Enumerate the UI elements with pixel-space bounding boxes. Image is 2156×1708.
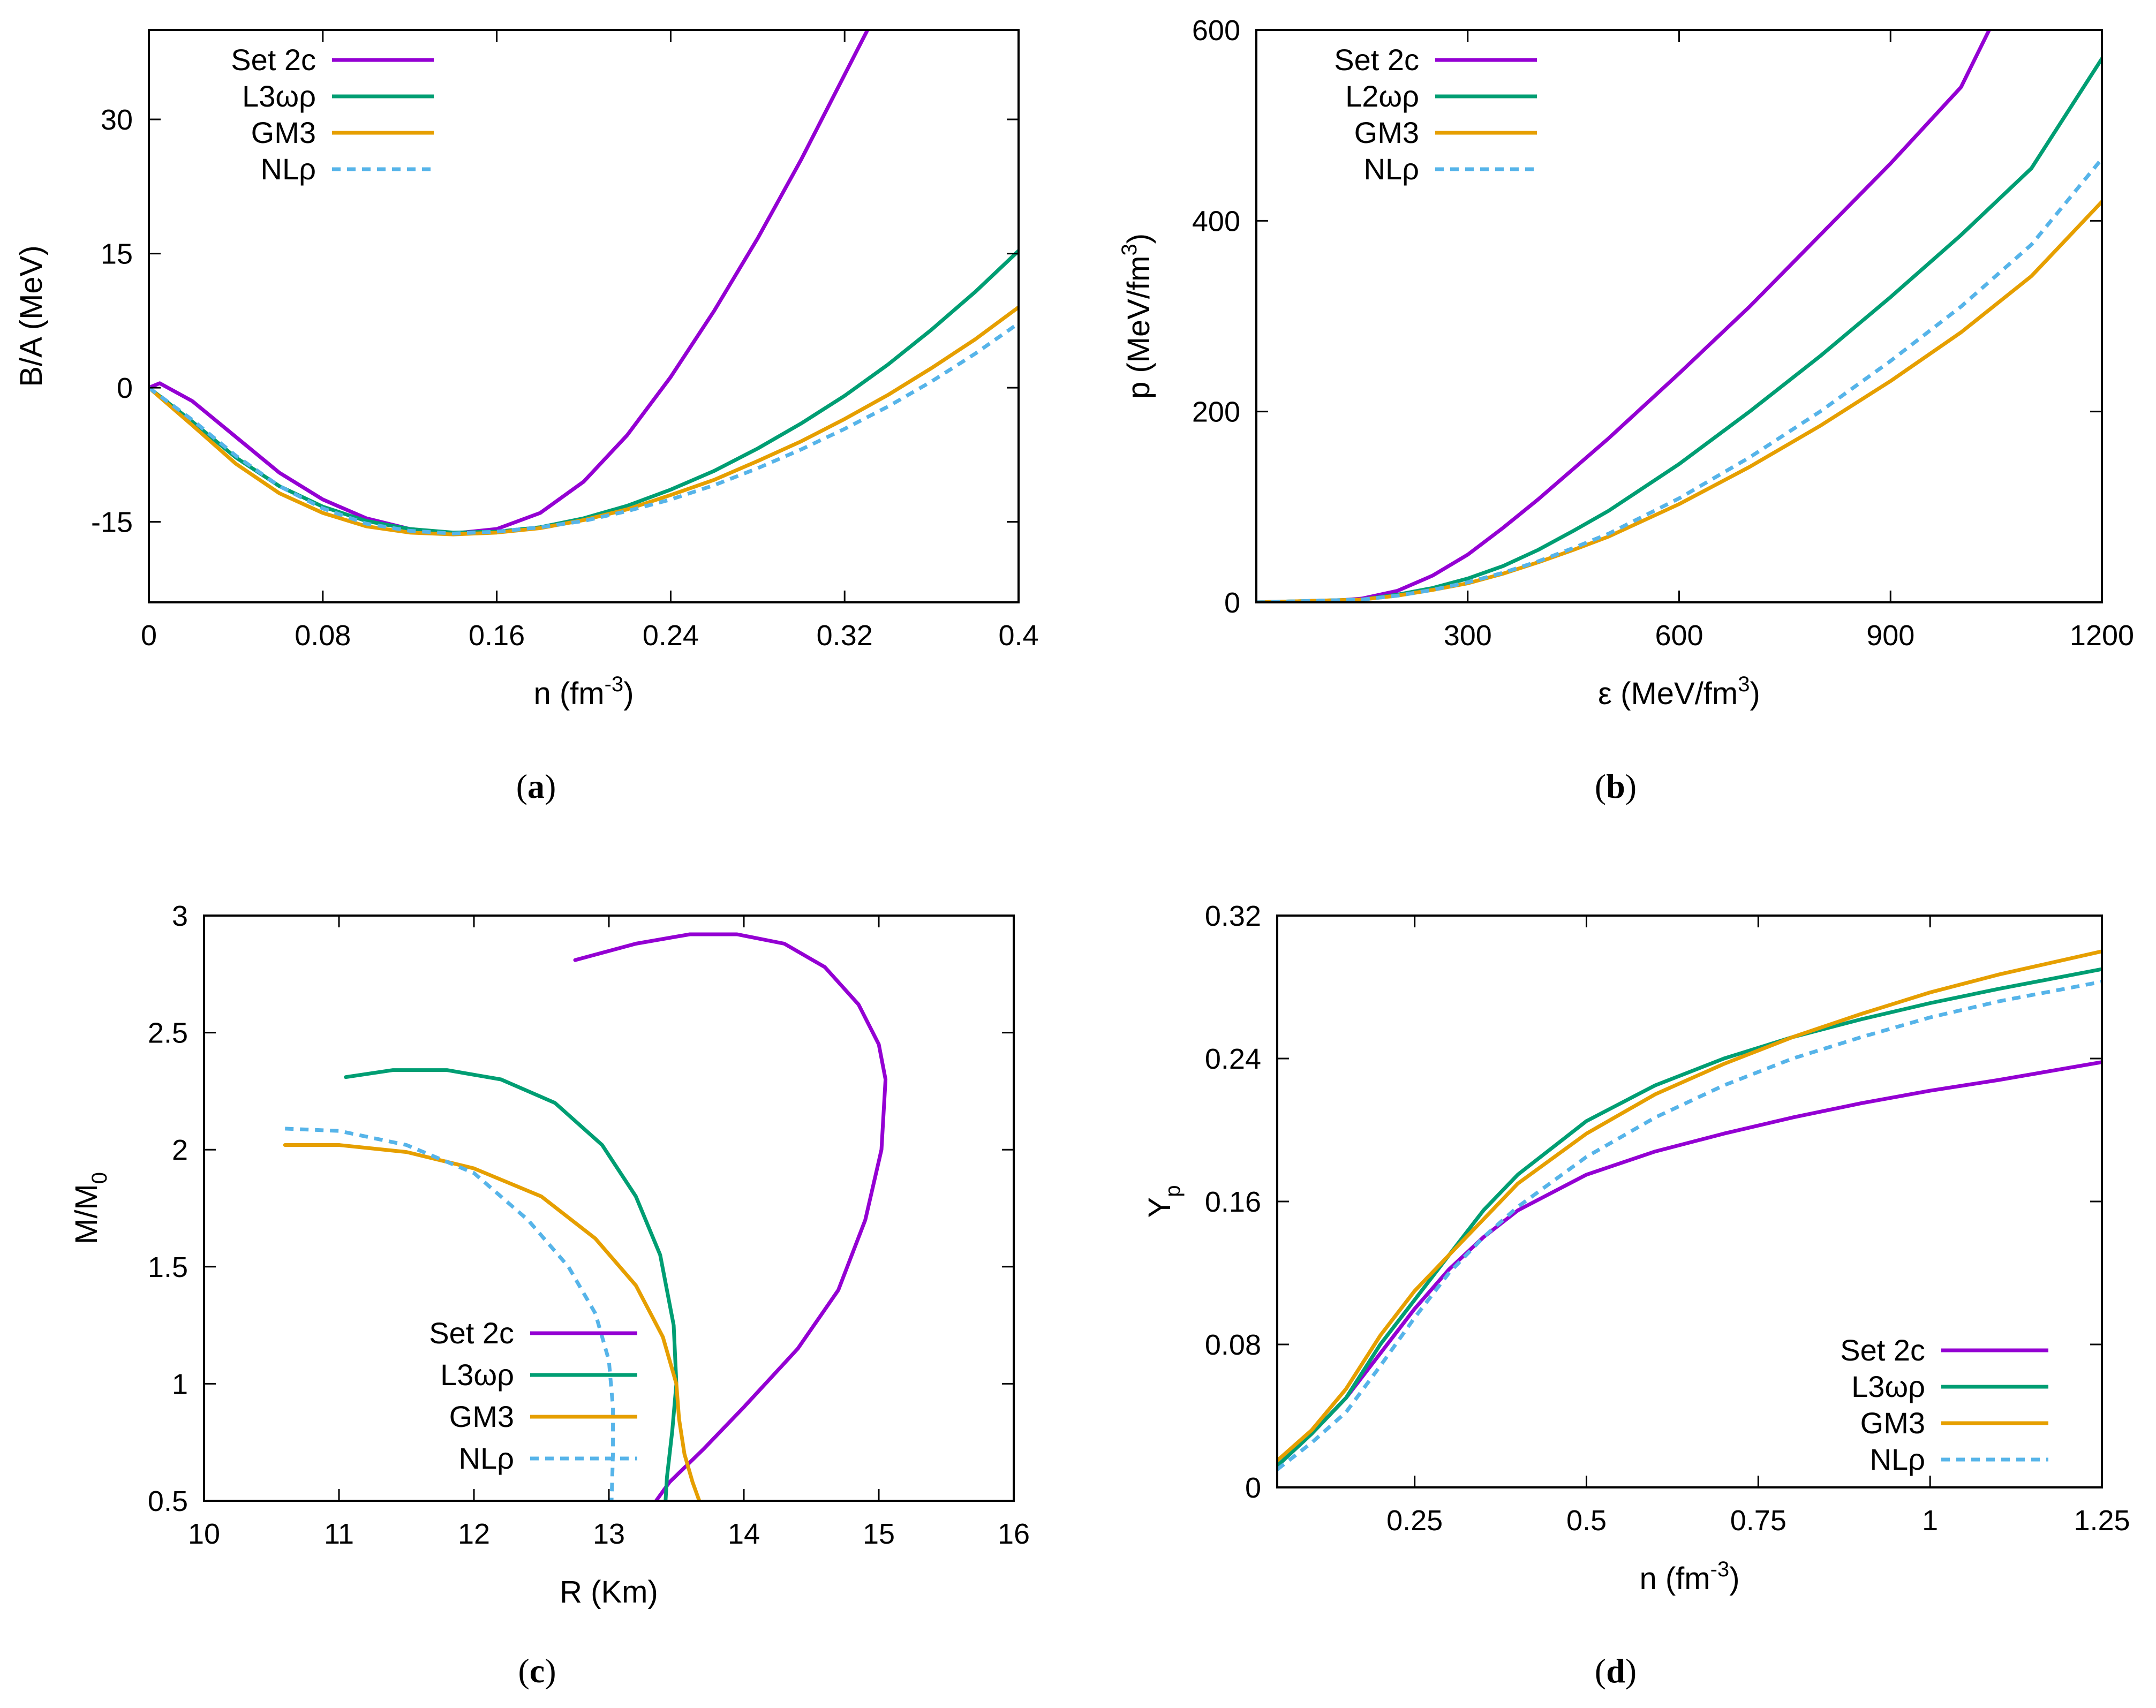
series-line-d-0: [1277, 1060, 2102, 1468]
legend-label: L3ωρ: [1851, 1370, 1925, 1403]
y-tick-label: 600: [1192, 14, 1240, 47]
x-tick-label: 0.16: [469, 619, 525, 652]
x-axis-label: ε (MeV/fm3): [1598, 672, 1760, 711]
y-tick-label: 0.5: [148, 1485, 188, 1517]
panel-caption: (a): [516, 767, 556, 805]
x-tick-label: 0.75: [1730, 1505, 1786, 1537]
x-axis-label: R (Km): [560, 1575, 658, 1609]
y-tick-label: 0.16: [1205, 1186, 1261, 1218]
legend-label: GM3: [1860, 1406, 1925, 1440]
series-line-a-2: [149, 305, 1019, 536]
x-tick-label: 1200: [2070, 619, 2134, 652]
y-tick-label: 0: [117, 372, 133, 404]
legend-label: NLρ: [459, 1441, 514, 1475]
legend-label: L3ωρ: [440, 1358, 514, 1392]
panel-caption: (c): [518, 1652, 556, 1690]
series-line-a-1: [149, 249, 1019, 535]
legend-label: GM3: [1354, 116, 1419, 149]
series-line-d-2: [1277, 949, 2102, 1463]
x-tick-label: 11: [324, 1518, 354, 1550]
legend-label: Set 2c: [1334, 43, 1419, 77]
legend-label: NLρ: [1870, 1442, 1925, 1476]
legend-label: NLρ: [1364, 152, 1419, 186]
y-tick-label: 1: [172, 1368, 188, 1400]
series-line-c-2: [283, 1143, 702, 1501]
x-tick-label: 900: [1866, 619, 1914, 652]
legend-label: L3ωρ: [242, 79, 316, 113]
y-tick-label: -15: [91, 507, 133, 539]
legend-c: Set 2c L3ωρ GM3 NLρ: [429, 1316, 637, 1475]
y-tick-label: 3: [172, 900, 188, 932]
series-line-d-3: [1277, 980, 2102, 1471]
legend-label: Set 2c: [1840, 1333, 1925, 1367]
plot-frame-c: [203, 915, 1015, 1502]
legend-label: L2ωρ: [1345, 79, 1419, 113]
y-tick-label: 400: [1192, 205, 1240, 237]
x-tick-label: 14: [728, 1518, 760, 1550]
x-tick-label: 13: [593, 1518, 625, 1550]
x-tick-label: 10: [188, 1518, 220, 1550]
y-tick-label: 2: [172, 1134, 188, 1166]
x-tick-label: 0.24: [643, 619, 699, 652]
y-tick-label: 1.5: [148, 1251, 188, 1283]
y-axis-label: Yp: [1142, 1185, 1185, 1218]
series-line-b-3: [1256, 157, 2102, 602]
legend-label: NLρ: [261, 152, 316, 186]
plot-frame-a: [148, 29, 1020, 603]
panel-caption: (d): [1595, 1652, 1637, 1690]
x-tick-label: 0: [141, 619, 157, 652]
legend-label: Set 2c: [429, 1316, 514, 1350]
chart-panel-d: 0.25 0.5 0.75 1 1.25 0 0.08 0.16 0.24 0.32 n (fm-3…: [1142, 900, 2130, 1690]
series-line-b-0: [1256, 30, 1991, 602]
panel-caption: (b): [1595, 767, 1637, 805]
x-tick-label: 16: [998, 1518, 1030, 1550]
y-axis-label: M/M0: [69, 1172, 111, 1244]
y-tick-label: 0.08: [1205, 1329, 1261, 1361]
x-tick-label: 15: [863, 1518, 895, 1550]
plot-frame-d: [1276, 915, 2103, 1488]
y-tick-label: 0.24: [1205, 1043, 1261, 1075]
y-tick-label: 0.32: [1205, 900, 1261, 932]
legend-label: GM3: [251, 116, 316, 149]
x-axis-label: n (fm-3): [533, 672, 634, 711]
series-line-d-1: [1277, 967, 2102, 1468]
y-axis-label: p (MeV/fm3): [1118, 233, 1156, 399]
series-line-a-0: [149, 30, 870, 535]
y-tick-label: 2.5: [148, 1017, 188, 1049]
series-line-c-3: [285, 1127, 615, 1501]
series-line-a-3: [149, 322, 1019, 535]
chart-panel-c: 10 11 12 13 14 15 16 0.5 1 1.5 2 2.5 3 R (Km) M/M0 Set …: [69, 900, 1030, 1690]
x-axis-label: n (fm-3): [1639, 1558, 1739, 1596]
y-tick-label: 200: [1192, 396, 1240, 428]
chart-panel-b: 300 600 900 1200 0 200 400 600 ε (MeV/fm3) p (MeV…: [1118, 14, 2134, 805]
x-tick-label: 1: [1922, 1505, 1938, 1537]
x-tick-label: 0.32: [817, 619, 873, 652]
x-tick-label: 12: [458, 1518, 490, 1550]
x-tick-label: 300: [1444, 619, 1492, 652]
x-tick-label: 1.25: [2074, 1505, 2130, 1537]
y-tick-label: 15: [101, 238, 133, 270]
y-tick-label: 30: [101, 104, 133, 136]
legend-label: Set 2c: [231, 43, 316, 77]
y-tick-label: 0: [1224, 587, 1240, 619]
y-tick-label: 0: [1245, 1472, 1261, 1504]
x-tick-label: 600: [1655, 619, 1703, 652]
x-tick-label: 0.08: [295, 619, 351, 652]
x-tick-label: 0.4: [998, 619, 1038, 652]
series-line-c-0: [573, 932, 888, 1501]
y-axis-label: B/A (MeV): [14, 245, 49, 387]
x-tick-label: 0.25: [1386, 1505, 1443, 1537]
series-line-b-2: [1256, 200, 2102, 602]
chart-panel-a: 0 0.08 0.16 0.24 0.32 0.4 -15 0 15 30 n (fm-3) B/A …: [14, 29, 1039, 805]
x-tick-label: 0.5: [1566, 1505, 1607, 1537]
legend-label: GM3: [449, 1400, 514, 1433]
series-line-c-1: [344, 1068, 679, 1501]
